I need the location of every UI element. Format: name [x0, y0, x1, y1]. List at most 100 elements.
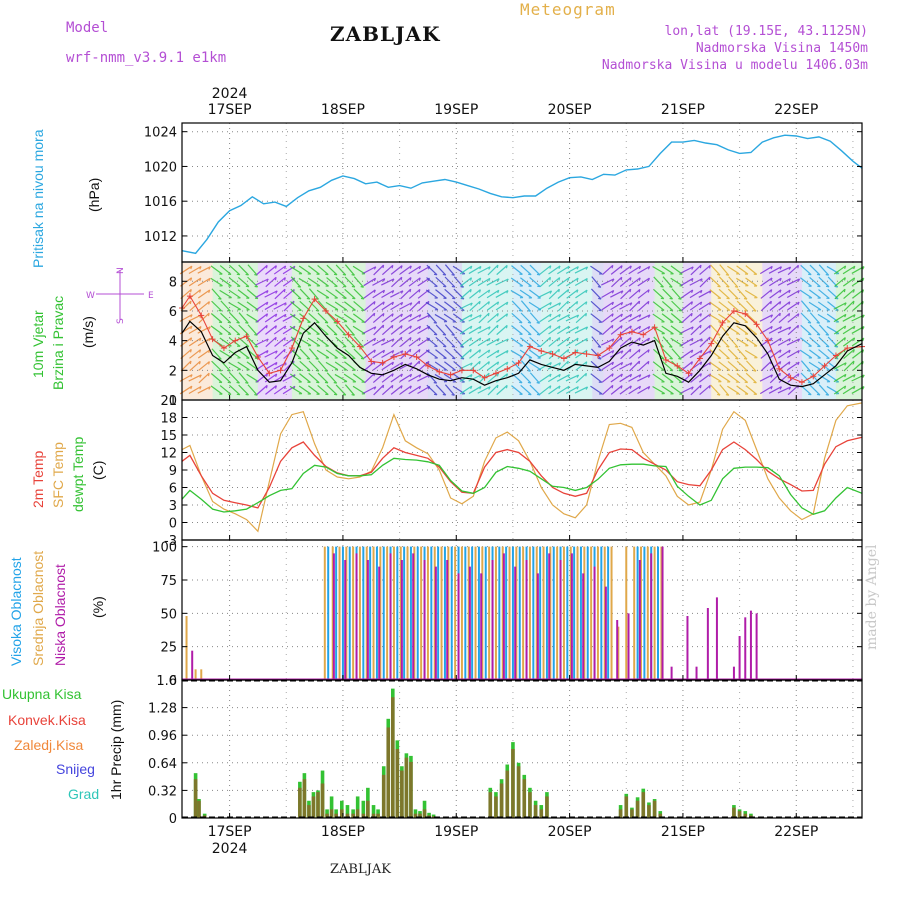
- wind-arrow-head: [816, 321, 820, 324]
- wind-arrow: [736, 373, 749, 383]
- wind-arrow-head: [647, 326, 651, 330]
- wind-arrow: [548, 265, 561, 275]
- wind-arrow: [220, 372, 232, 384]
- precip-convective-bar: [624, 796, 629, 818]
- wind-arrow: [238, 264, 249, 276]
- wind-arrow: [590, 348, 602, 360]
- wind-arrow: [661, 300, 674, 312]
- wind-arrow-head: [770, 301, 772, 305]
- wind-arrow-head: [373, 278, 377, 282]
- wind-arrow: [317, 372, 329, 384]
- wind-arrow-head: [549, 313, 552, 318]
- wind-arrow: [344, 264, 355, 276]
- temp-2m-line: [181, 436, 863, 509]
- wind-arrow-head: [816, 381, 820, 384]
- wind-arrow: [188, 325, 202, 335]
- wind-arrow-head: [797, 325, 800, 329]
- wind-arrow-head: [497, 290, 500, 294]
- wind-arrow: [787, 384, 799, 396]
- wind-arrow: [344, 361, 356, 371]
- wind-arrow: [690, 264, 702, 276]
- wind-arrow: [818, 336, 830, 348]
- wind-arrow-head: [797, 338, 801, 342]
- wind-arrow-head: [409, 265, 412, 269]
- wind-arrow-head: [382, 338, 386, 342]
- wind-arrow: [539, 276, 551, 288]
- wind-arrow: [842, 337, 855, 347]
- wind-arrow: [601, 384, 614, 396]
- wind-arrow-head: [852, 300, 855, 305]
- precip-conv-label: Konvek.Kisa: [8, 712, 86, 728]
- wind-arrow-head: [797, 278, 801, 282]
- wind-arrow-head: [576, 326, 579, 330]
- wind-arrow-head: [549, 290, 553, 294]
- wind-arrow-head: [190, 314, 193, 318]
- wind-arrow-head: [479, 326, 482, 330]
- wind-arrow-head: [470, 314, 473, 318]
- wind-arrow-head: [266, 278, 269, 282]
- wind-arrow-head: [708, 265, 711, 269]
- wind-arrow-head: [797, 313, 800, 317]
- wind-arrow-head: [669, 297, 673, 300]
- wind-arrow: [529, 312, 541, 324]
- wind-arrow-head: [816, 393, 821, 396]
- wind-arrow: [769, 277, 782, 287]
- wind-arrow: [390, 325, 403, 335]
- wind-arrow-head: [620, 290, 624, 294]
- wind-arrow-head: [409, 325, 412, 329]
- wind-arrow: [299, 373, 311, 383]
- wind-arrow: [435, 336, 447, 348]
- wind-arrow: [228, 289, 241, 299]
- wind-arrow: [619, 385, 632, 395]
- wind-arrow-head: [315, 357, 319, 360]
- precip-convective-bar: [545, 796, 549, 818]
- wind-arrow: [653, 276, 664, 288]
- wind-arrow: [372, 278, 386, 286]
- wind-arrow: [833, 385, 846, 395]
- wind-arrow: [610, 373, 623, 383]
- wind-arrow: [486, 338, 500, 346]
- wind-arrow: [768, 266, 782, 274]
- precip-convective-bar: [641, 792, 646, 818]
- x-tick-label-top: 22SEP: [774, 102, 818, 118]
- wind-arrow: [459, 265, 473, 275]
- wind-arrow-head: [496, 384, 499, 389]
- wind-arrow-head: [638, 314, 642, 318]
- wind-arrow-head: [816, 273, 821, 276]
- wind-arrow: [777, 278, 791, 286]
- wind-arrow-head: [611, 373, 614, 377]
- wind-arrow-head: [708, 325, 711, 329]
- wind-arrow-head: [725, 393, 729, 396]
- wind-arrow: [557, 265, 570, 275]
- wind-arrow: [809, 264, 821, 276]
- precip-convective-bar: [418, 813, 422, 818]
- y-tick-label: 9: [169, 464, 177, 479]
- wind-arrow: [520, 324, 532, 336]
- wind-arrow-head: [816, 333, 821, 336]
- wind-arrow: [718, 361, 731, 371]
- wind-arrow: [619, 325, 632, 335]
- wind-arrow: [759, 314, 773, 322]
- wind-arrow: [575, 349, 588, 359]
- wind-arrow: [381, 313, 394, 323]
- wind-arrow: [760, 289, 773, 299]
- wind-arrow-head: [807, 321, 811, 324]
- wind-arrow: [298, 265, 312, 275]
- wind-arrow: [335, 276, 347, 288]
- wind-arrow: [800, 372, 812, 384]
- wind-arrow-head: [700, 301, 703, 305]
- wind-arrow-head: [418, 314, 422, 318]
- wind-arrow-head: [638, 325, 642, 330]
- wind-arrow: [364, 312, 376, 324]
- wind-arrow-head: [274, 385, 277, 389]
- wind-arrow: [274, 288, 286, 300]
- wind-arrow-head: [862, 386, 865, 390]
- wind-arrow-head: [558, 374, 561, 378]
- wind-arrow-head: [597, 285, 601, 288]
- wind-arrow: [246, 361, 259, 371]
- wind-arrow: [759, 385, 773, 395]
- wind-arrow: [818, 289, 830, 299]
- wind-arrow-head: [585, 278, 588, 282]
- wind-arrow-head: [518, 309, 522, 312]
- wind-arrow: [399, 337, 412, 347]
